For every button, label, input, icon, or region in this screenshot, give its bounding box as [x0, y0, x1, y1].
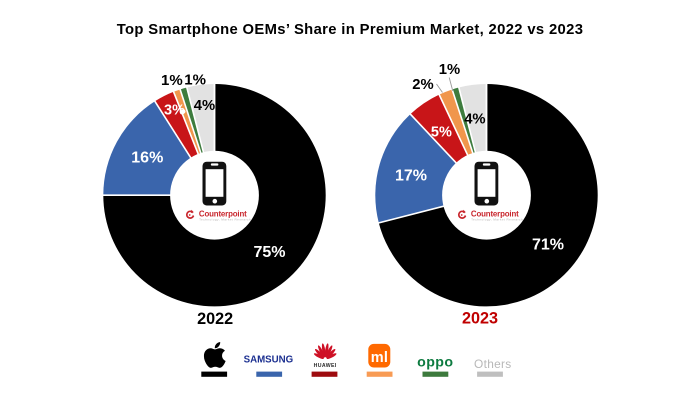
svg-text:2022: 2022 [197, 310, 233, 328]
svg-text:Counterpoint: Counterpoint [199, 210, 247, 219]
svg-text:SAMSUNG: SAMSUNG [244, 354, 294, 365]
svg-text:ml: ml [371, 350, 389, 366]
svg-text:1%: 1% [439, 62, 460, 78]
svg-text:75%: 75% [253, 244, 285, 261]
svg-text:Technology, Market Research: Technology, Market Research [199, 217, 251, 221]
svg-text:4%: 4% [194, 98, 215, 114]
svg-text:4%: 4% [464, 112, 485, 128]
svg-text:Counterpoint: Counterpoint [471, 210, 519, 219]
svg-text:Top Smartphone OEMs’ Share in: Top Smartphone OEMs’ Share in Premium Ma… [117, 22, 584, 38]
svg-text:Others: Others [474, 357, 511, 371]
svg-text:2023: 2023 [462, 309, 498, 327]
svg-text:3%: 3% [164, 103, 185, 119]
svg-text:oppo: oppo [417, 354, 453, 370]
svg-text:17%: 17% [395, 168, 427, 185]
svg-text:5%: 5% [431, 125, 452, 141]
svg-text:1%: 1% [184, 72, 206, 89]
svg-text:16%: 16% [131, 149, 163, 166]
svg-text:Technology, Market Research: Technology, Market Research [471, 217, 523, 221]
svg-text:1%: 1% [161, 72, 183, 89]
svg-text:HUAWEI: HUAWEI [314, 363, 337, 369]
svg-text:2%: 2% [412, 77, 433, 93]
svg-text:71%: 71% [532, 237, 564, 254]
